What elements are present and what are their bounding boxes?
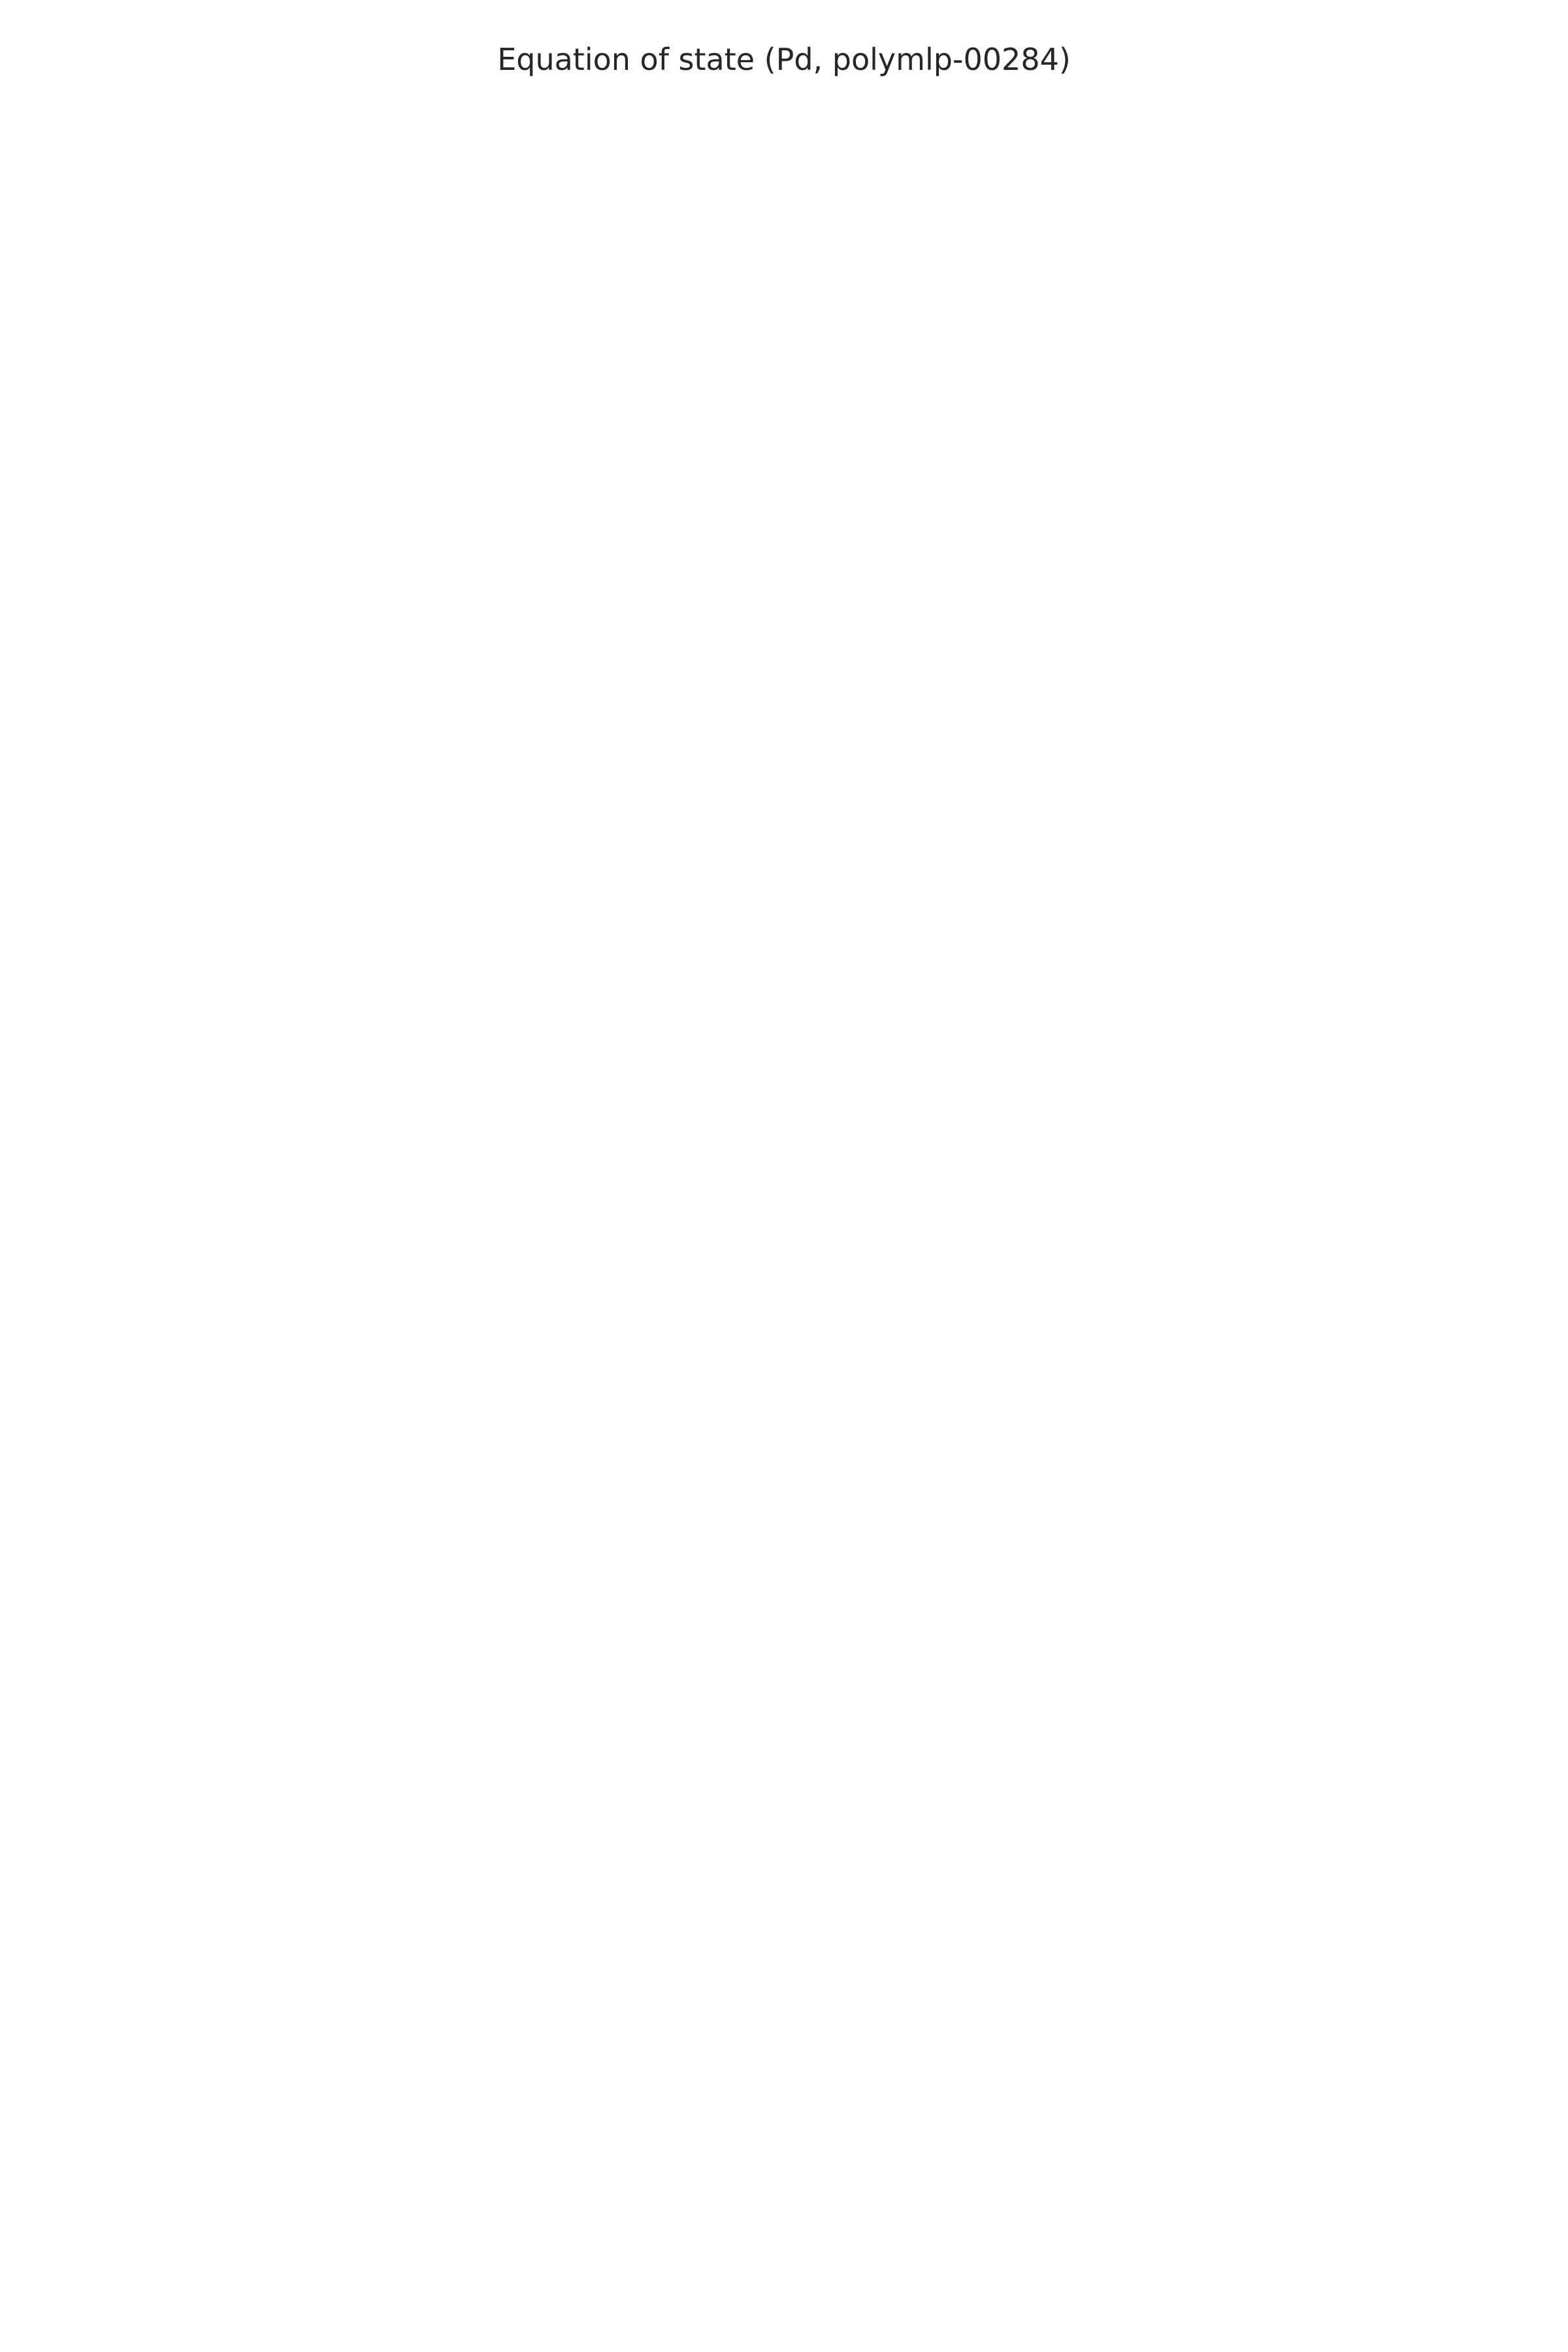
figure-title: Equation of state (Pd, polymlp-00284) <box>497 42 1071 77</box>
